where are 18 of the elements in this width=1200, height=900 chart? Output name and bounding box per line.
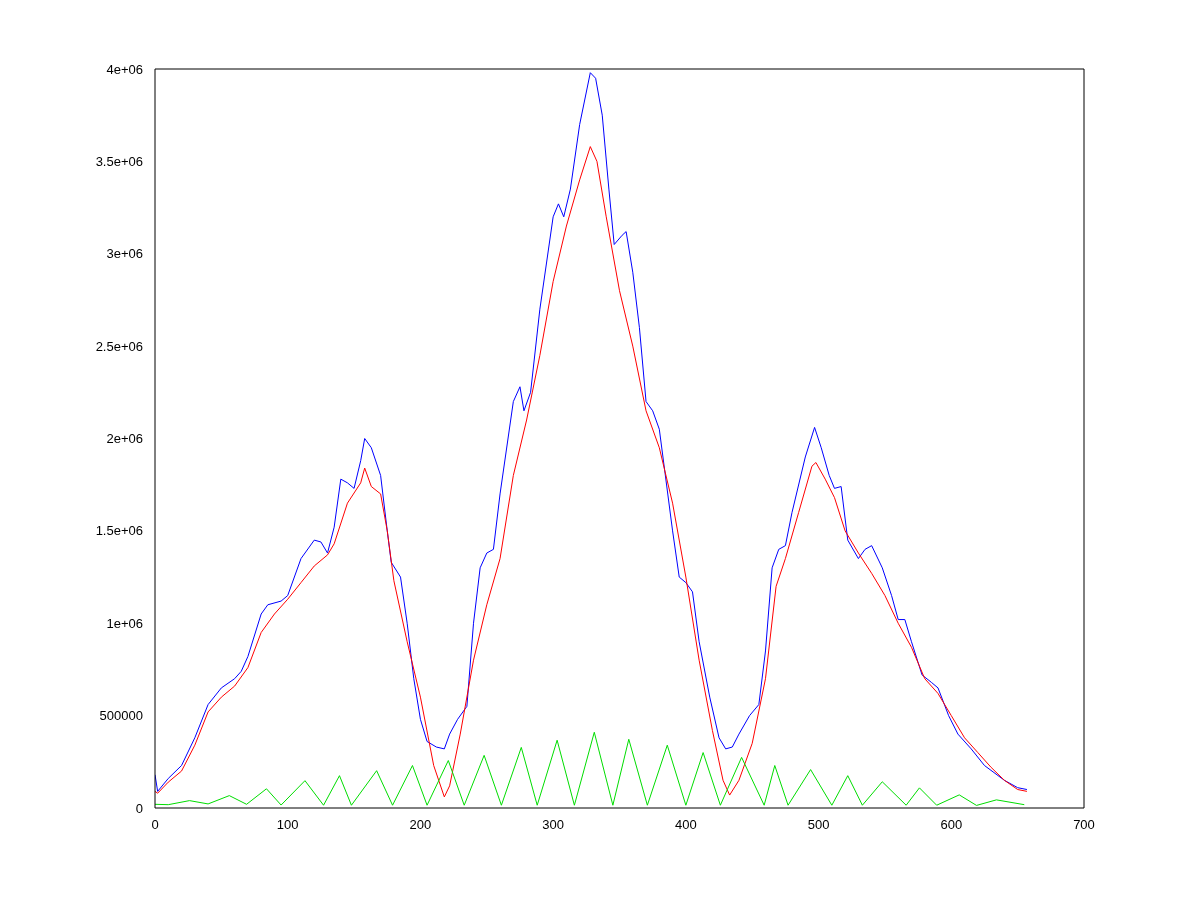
y-tick-label: 1e+06 [106, 615, 143, 631]
x-tick-label: 600 [940, 817, 963, 833]
x-tick-label: 500 [807, 817, 830, 833]
y-tick-label: 500000 [99, 708, 143, 724]
x-tick-label: 700 [1073, 817, 1095, 833]
x-tick-label: 0 [151, 817, 159, 833]
x-tick-label: 400 [675, 817, 697, 833]
y-tick-label: 2.5e+06 [95, 338, 143, 354]
y-tick-label: 0 [135, 800, 143, 816]
y-tick-label: 1.5e+06 [95, 523, 143, 539]
y-tick-label: 3.5e+06 [95, 153, 143, 169]
y-tick-label: 4e+06 [106, 61, 143, 77]
x-tick-label: 200 [409, 817, 432, 833]
line-series [155, 731, 1025, 806]
y-tick-label: 3e+06 [106, 246, 143, 262]
x-tick-label: 300 [542, 817, 564, 833]
y-tick-label: 2e+06 [106, 431, 143, 447]
x-tick-label: 100 [276, 817, 299, 833]
